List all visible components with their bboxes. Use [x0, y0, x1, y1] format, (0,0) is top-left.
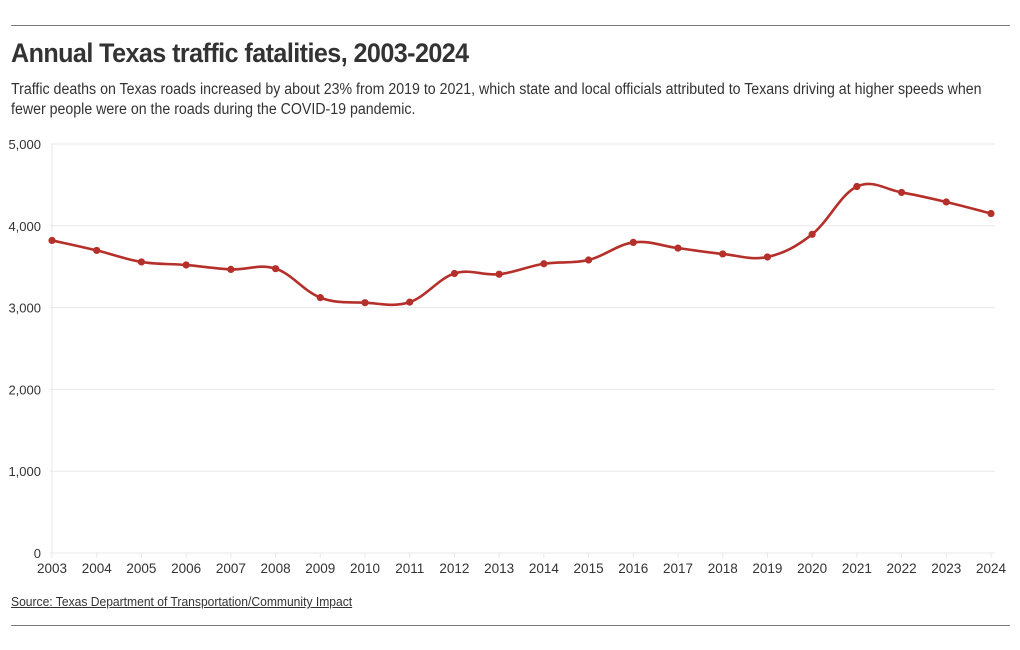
- x-tick-label: 2007: [216, 561, 246, 576]
- data-point-2014: [540, 260, 548, 268]
- x-tick-label: 2021: [842, 561, 872, 576]
- series-traffic-fatalities: [48, 182, 995, 307]
- y-tick-label: 2,000: [8, 382, 41, 397]
- x-tick-label: 2020: [797, 561, 827, 576]
- data-point-2009: [316, 294, 324, 302]
- y-tick-label: 3,000: [8, 301, 41, 316]
- data-point-2024: [987, 209, 995, 218]
- y-tick-label: 4,000: [8, 219, 41, 234]
- x-tick-label: 2005: [126, 561, 156, 576]
- y-tick-label: 5,000: [8, 137, 41, 152]
- x-tick-label: 2016: [618, 561, 648, 576]
- x-tick-label: 2003: [37, 561, 67, 576]
- x-tick-label: 2006: [171, 561, 201, 576]
- data-point-2010: [361, 299, 369, 307]
- x-tick-label: 2010: [350, 561, 380, 576]
- chart-subtitle: Traffic deaths on Texas roads increased …: [11, 81, 982, 118]
- data-point-2022: [897, 188, 906, 197]
- x-tick-label: 2023: [931, 561, 961, 576]
- x-tick-label: 2019: [752, 561, 782, 576]
- data-point-2019: [763, 253, 772, 261]
- y-tick-label: 0: [34, 546, 41, 561]
- data-point-2004: [93, 246, 101, 255]
- x-tick-label: 2022: [887, 561, 917, 576]
- source-link[interactable]: Source: Texas Department of Transportati…: [11, 594, 353, 609]
- data-point-2020: [808, 230, 816, 238]
- data-point-2007: [227, 265, 235, 273]
- chart-title: Annual Texas traffic fatalities, 2003-20…: [11, 38, 469, 68]
- x-tick-label: 2015: [574, 561, 604, 576]
- data-point-2012: [450, 269, 459, 278]
- x-tick-label: 2009: [305, 561, 335, 576]
- y-axis: 0 1,000 2,000 3,000 4,000 5,000: [8, 137, 41, 561]
- data-point-2016: [629, 238, 637, 247]
- x-tick-label: 2017: [663, 561, 693, 576]
- data-point-2023: [942, 198, 950, 206]
- x-tick-label: 2014: [529, 561, 560, 576]
- data-point-2011: [406, 298, 414, 306]
- x-tick-label: 2011: [395, 561, 424, 576]
- x-tick-label: 2004: [82, 561, 113, 576]
- y-tick-label: 1,000: [8, 464, 41, 479]
- x-tick-label: 2008: [261, 561, 291, 576]
- data-point-2005: [137, 258, 146, 266]
- gridlines: [50, 143, 995, 554]
- data-point-2021: [853, 182, 861, 191]
- data-point-2003: [48, 236, 56, 245]
- x-tick-label: 2013: [484, 561, 514, 576]
- data-point-2008: [271, 265, 280, 273]
- data-point-2006: [182, 261, 190, 269]
- data-point-2015: [584, 256, 593, 264]
- data-point-2017: [674, 244, 682, 252]
- x-tick-label: 2012: [439, 561, 469, 576]
- series-line: [50, 182, 993, 307]
- x-tick-label: 2024: [976, 561, 1007, 576]
- bottom-rule: [11, 625, 1010, 626]
- data-point-2013: [495, 270, 503, 278]
- x-tick-label: 2018: [708, 561, 738, 576]
- x-axis: 2003 2004 2005 2006 2007 2008 2009 2010 2011 2012…: [37, 553, 1007, 576]
- data-point-2018: [719, 250, 727, 258]
- top-rule: [11, 25, 1010, 26]
